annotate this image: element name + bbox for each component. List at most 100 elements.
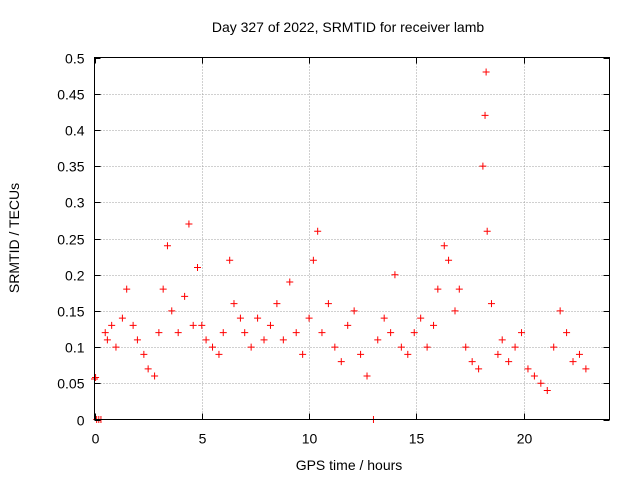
data-point xyxy=(189,321,197,329)
data-point xyxy=(344,321,352,329)
data-point xyxy=(445,256,453,264)
data-point xyxy=(202,336,210,344)
data-point xyxy=(387,329,395,337)
data-point xyxy=(357,350,365,358)
data-point xyxy=(215,350,223,358)
data-point xyxy=(309,256,317,264)
data-point xyxy=(260,336,268,344)
data-point xyxy=(518,329,526,337)
y-tick-label: 0.1 xyxy=(65,340,85,356)
data-point xyxy=(350,307,358,315)
data-point xyxy=(159,285,167,293)
data-point xyxy=(118,314,126,322)
data-point xyxy=(273,300,281,308)
data-point xyxy=(455,285,463,293)
data-point xyxy=(430,321,438,329)
data-points xyxy=(91,68,590,423)
data-point xyxy=(582,365,590,373)
data-point xyxy=(305,314,313,322)
data-point xyxy=(209,343,217,351)
data-point xyxy=(556,307,564,315)
y-tick-label: 0.15 xyxy=(57,304,84,320)
data-point xyxy=(550,343,558,351)
y-axis-ticks: 0 0.05 0.1 0.15 0.2 0.25 0.3 0.35 0.4 0.45 0.5 xyxy=(57,51,610,429)
data-point xyxy=(299,350,307,358)
y-tick-label: 0.25 xyxy=(57,232,84,248)
data-point xyxy=(468,358,476,366)
x-tick-label: 0 xyxy=(92,431,100,447)
data-point xyxy=(140,350,148,358)
data-point xyxy=(537,379,545,387)
data-point xyxy=(101,329,109,337)
data-point xyxy=(324,300,332,308)
data-point xyxy=(337,358,345,366)
grid-lines xyxy=(94,57,610,420)
data-point xyxy=(185,220,193,228)
data-point xyxy=(155,329,163,337)
data-point xyxy=(481,111,489,119)
y-tick-label: 0.05 xyxy=(57,376,84,392)
data-point xyxy=(112,343,120,351)
data-point xyxy=(563,329,571,337)
y-axis-label: SRMTID / TECUs xyxy=(6,183,22,293)
data-point xyxy=(511,343,519,351)
data-point xyxy=(380,314,388,322)
data-point xyxy=(108,321,116,329)
data-point xyxy=(123,285,131,293)
x-tick-label: 20 xyxy=(517,431,533,447)
data-point xyxy=(163,242,171,250)
y-tick-label: 0.4 xyxy=(65,123,85,139)
data-point xyxy=(434,285,442,293)
data-point xyxy=(397,343,405,351)
data-point xyxy=(575,350,583,358)
data-point xyxy=(241,329,249,337)
data-point xyxy=(440,242,448,250)
data-point xyxy=(168,307,176,315)
data-point xyxy=(505,358,513,366)
data-point xyxy=(524,365,532,373)
y-tick-label: 0.45 xyxy=(57,87,84,103)
data-point xyxy=(483,227,491,235)
chart-title: Day 327 of 2022, SRMTID for receiver lam… xyxy=(212,19,485,35)
data-point xyxy=(363,372,371,380)
data-point xyxy=(530,372,538,380)
data-point xyxy=(475,365,483,373)
x-tick-label: 15 xyxy=(409,431,425,447)
data-point xyxy=(423,343,431,351)
x-tick-label: 10 xyxy=(302,431,318,447)
data-point xyxy=(247,343,255,351)
y-tick-label: 0.2 xyxy=(65,268,85,284)
data-point xyxy=(404,350,412,358)
data-point xyxy=(236,314,244,322)
data-point xyxy=(103,336,111,344)
data-point xyxy=(279,336,287,344)
data-point xyxy=(292,329,300,337)
data-point xyxy=(219,329,227,337)
y-tick-label: 0 xyxy=(77,413,85,429)
data-point xyxy=(129,321,137,329)
data-point xyxy=(133,336,141,344)
data-point xyxy=(230,300,238,308)
y-tick-label: 0.5 xyxy=(65,51,85,67)
data-point xyxy=(198,321,206,329)
plot-area-frame xyxy=(94,57,610,420)
data-point xyxy=(498,336,506,344)
data-point xyxy=(226,256,234,264)
y-tick-label: 0.35 xyxy=(57,159,84,175)
data-point xyxy=(181,292,189,300)
y-tick-label: 0.3 xyxy=(65,195,85,211)
data-point xyxy=(331,343,339,351)
data-point xyxy=(174,329,182,337)
data-point xyxy=(254,314,262,322)
x-tick-label: 5 xyxy=(199,431,207,447)
data-point xyxy=(144,365,152,373)
data-point xyxy=(543,387,551,395)
data-point xyxy=(487,300,495,308)
data-point xyxy=(462,343,470,351)
data-point xyxy=(417,314,425,322)
x-axis-label: GPS time / hours xyxy=(296,457,403,473)
data-point xyxy=(318,329,326,337)
data-point xyxy=(92,374,100,382)
x-axis-ticks: 0 5 10 15 20 xyxy=(92,57,533,447)
